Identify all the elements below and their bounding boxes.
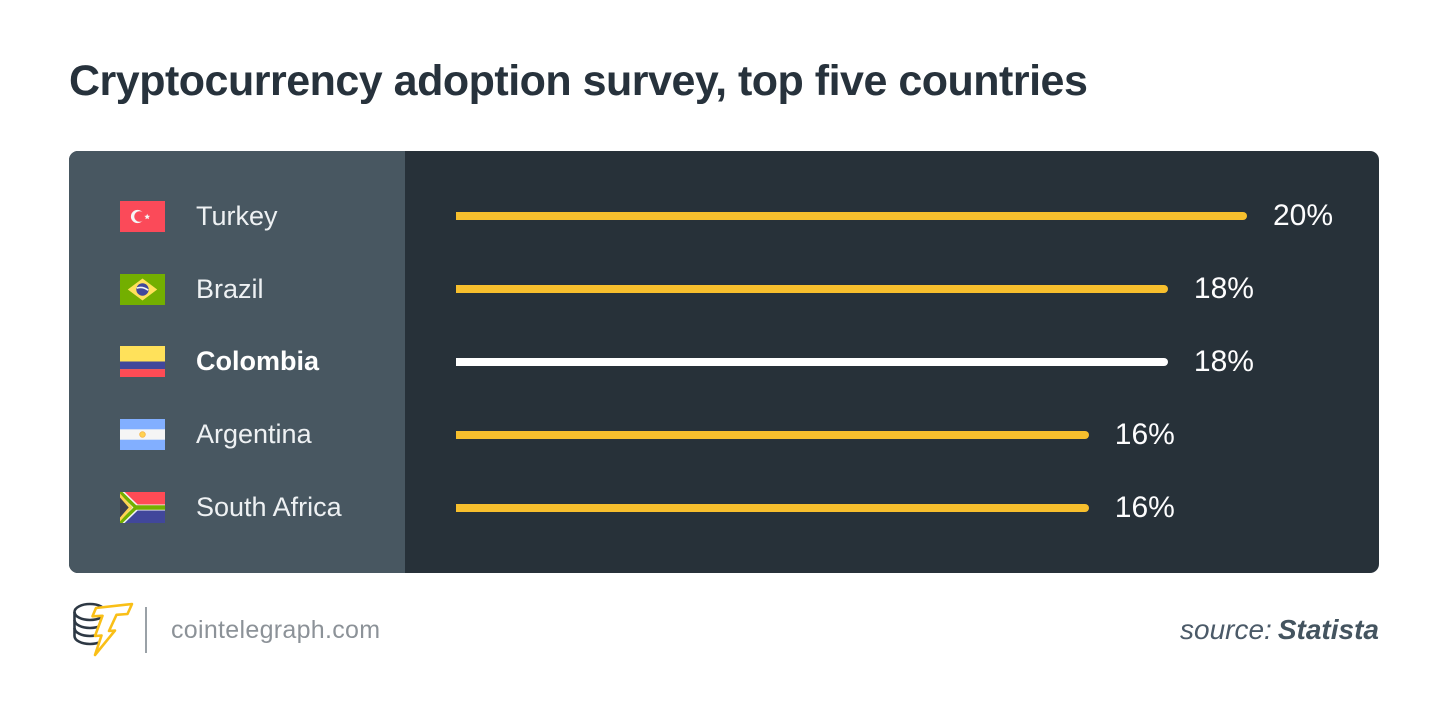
chart-row-turkey: Turkey 20% [69,180,1379,253]
chart-panel: Turkey 20% Brazil 18% [69,151,1379,573]
argentina-flag-icon [120,419,165,451]
chart-row-brazil: Brazil 18% [69,253,1379,326]
chart-rows: Turkey 20% Brazil 18% [69,151,1379,573]
value-label: 20% [1273,199,1334,233]
footer-site-text: cointelegraph.com [171,615,381,644]
value-label: 18% [1193,272,1254,306]
bar-turkey [456,212,1247,221]
source-attribution: source: Statista [1180,614,1379,646]
chart-row-colombia: Colombia 18% [69,326,1379,399]
country-label: Colombia [196,346,320,377]
south-africa-flag-icon [120,492,165,524]
country-label: Turkey [196,200,278,231]
footer: cointelegraph.com source: Statista [69,597,1379,663]
value-label: 18% [1193,344,1254,378]
bar-colombia [456,357,1168,366]
source-name: Statista [1277,614,1379,645]
bar-argentina [456,430,1089,439]
value-label: 16% [1114,417,1175,451]
country-label: South Africa [196,492,342,523]
source-prefix: source: [1180,614,1272,645]
page-title: Cryptocurrency adoption survey, top five… [69,57,1088,105]
colombia-flag-icon [120,346,165,378]
chart-row-south-africa: South Africa 16% [69,471,1379,544]
footer-divider [145,607,147,653]
brazil-flag-icon [120,273,165,305]
country-label: Brazil [196,273,264,304]
turkey-flag-icon [120,200,165,232]
chart-row-argentina: Argentina 16% [69,398,1379,471]
country-label: Argentina [196,419,312,450]
bar-south-africa [456,503,1089,512]
value-label: 16% [1114,490,1175,524]
cointelegraph-logo-icon [69,599,135,661]
bar-brazil [456,285,1168,294]
